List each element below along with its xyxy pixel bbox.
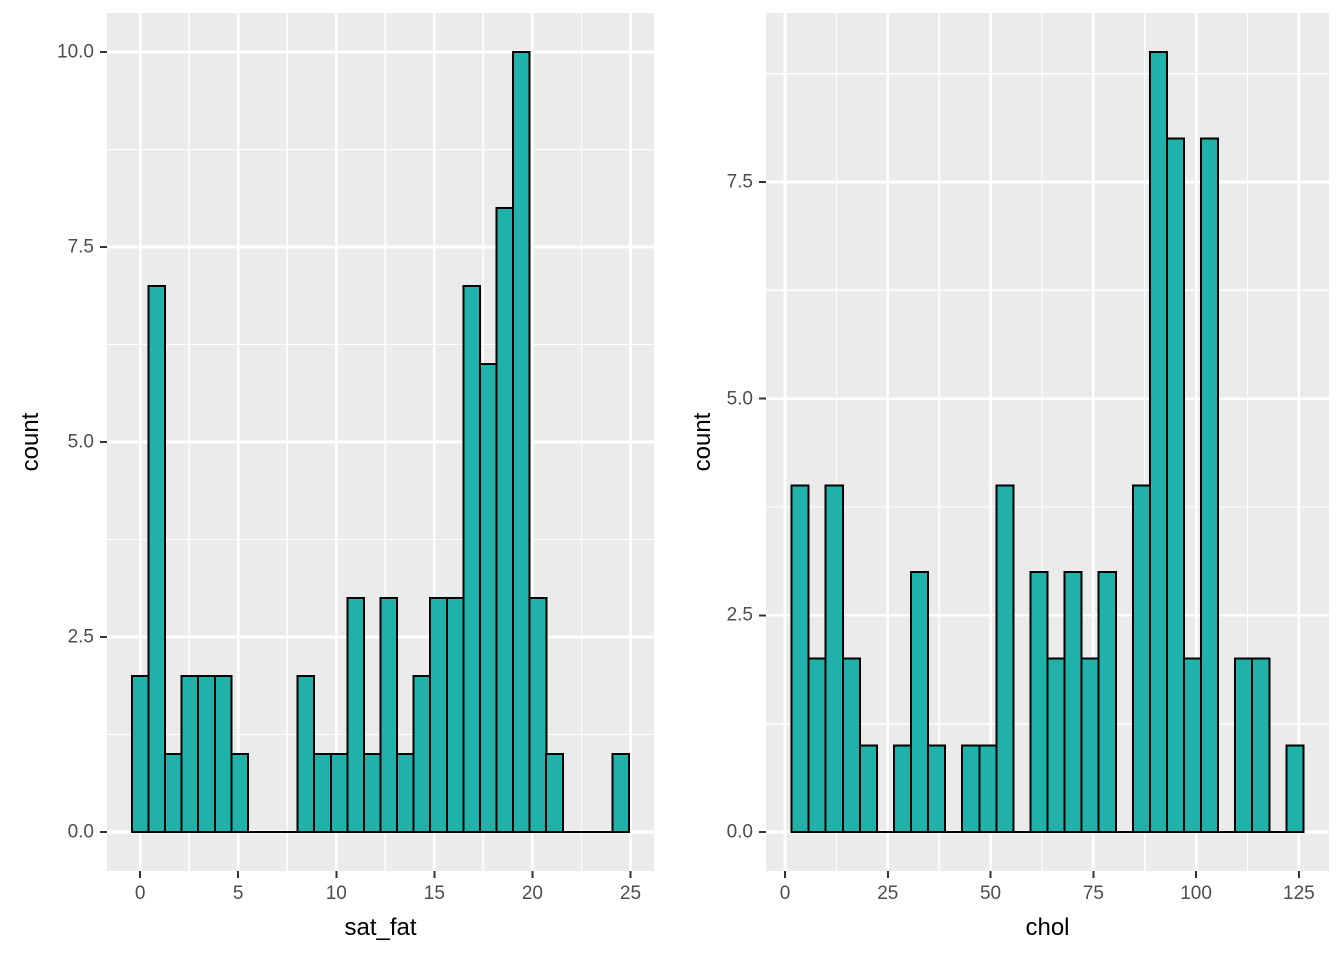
histogram-bar [1165, 137, 1185, 833]
histogram-bar [512, 51, 531, 833]
histogram-bar [893, 744, 913, 833]
histogram-bar [1251, 657, 1271, 834]
histogram-bar [462, 285, 481, 833]
histogram-bar [429, 597, 448, 833]
histogram-bar [1097, 571, 1117, 833]
histogram-bar [296, 675, 316, 833]
y-tick-label: 7.5 [726, 171, 753, 193]
x-axis-title: sat_fat [344, 914, 417, 941]
x-tick-label: 75 [1082, 883, 1104, 904]
y-axis-title: count [689, 412, 716, 472]
figure-chol-histogram: count chol 0 25 50 75 100 125 0.0 2.5 5.0 7.5 [672, 0, 1344, 960]
x-axis-title: chol [1025, 914, 1070, 941]
x-tick-label: 0 [134, 883, 146, 904]
histogram-bar [961, 744, 981, 833]
histogram-bar [1200, 137, 1220, 833]
x-tick-label: 100 [1180, 883, 1212, 904]
histogram-bar [1063, 571, 1083, 833]
y-axis-title: count [17, 412, 44, 472]
x-tick-label: 50 [979, 883, 1002, 904]
y-tick-label: 7.5 [67, 236, 94, 258]
y-tick-label: 2.5 [726, 604, 753, 626]
histogram-bar [478, 363, 498, 833]
histogram-bar [164, 753, 183, 833]
y-tick-label: 10.0 [57, 41, 94, 63]
histogram-bar [1285, 744, 1305, 833]
x-tick-label: 0 [779, 883, 791, 904]
histogram-bar [495, 207, 515, 833]
histogram-bar [130, 675, 150, 833]
histogram-bar [1046, 657, 1066, 834]
x-tick-label: 25 [877, 883, 899, 904]
histogram-bar [910, 571, 930, 833]
x-tick-label: 20 [521, 883, 543, 904]
y-tick-label: 0.0 [67, 821, 94, 843]
histogram-bar [1234, 657, 1254, 834]
histogram-bar [230, 753, 249, 833]
histogram-bar [978, 744, 998, 833]
x-tick-label: 125 [1283, 883, 1315, 904]
histogram-bar [396, 753, 415, 833]
y-tick-label: 2.5 [67, 626, 94, 648]
histogram-bar [346, 597, 365, 833]
y-tick-label: 5.0 [726, 388, 753, 410]
histogram-bar [445, 597, 465, 833]
histogram-bar [197, 675, 216, 833]
x-tick-label: 25 [619, 883, 642, 904]
figure-sat-fat-histogram: count sat_fat 0 5 10 15 20 25 0.0 2.5 5.0 7.5 10.0 [17, 13, 654, 941]
histogram-bar [147, 285, 167, 833]
histogram-bar [1131, 484, 1151, 833]
histogram-bar [313, 753, 332, 833]
histogram-bar [1080, 657, 1100, 834]
histogram-bar [545, 753, 564, 833]
x-tick-label: 15 [423, 883, 445, 904]
x-tick-label: 5 [232, 883, 244, 904]
histogram-bar [180, 675, 200, 833]
plot-canvas-sat-fat [100, 13, 654, 878]
histogram-bar [528, 597, 548, 833]
plot-canvas-chol [759, 13, 1329, 878]
histogram-bar [362, 753, 382, 833]
histogram-bar [807, 657, 827, 834]
histogram-bar [995, 484, 1015, 833]
histogram-bar [1029, 571, 1049, 833]
histogram-bar [611, 753, 631, 833]
histogram-bar [927, 744, 947, 833]
histogram-bar [379, 597, 399, 833]
histogram-bar [1183, 657, 1203, 834]
y-tick-label: 0.0 [726, 821, 753, 843]
histogram-bar [790, 484, 810, 833]
y-tick-label: 5.0 [67, 431, 94, 453]
histogram-bar [412, 675, 432, 833]
histogram-bar [1148, 51, 1168, 833]
x-tick-label: 10 [325, 883, 347, 904]
histogram-bar [824, 484, 844, 833]
histogram-bar [858, 744, 878, 833]
histogram-bar [841, 657, 861, 834]
histogram-bar [329, 753, 349, 833]
histogram-bar [213, 675, 233, 833]
